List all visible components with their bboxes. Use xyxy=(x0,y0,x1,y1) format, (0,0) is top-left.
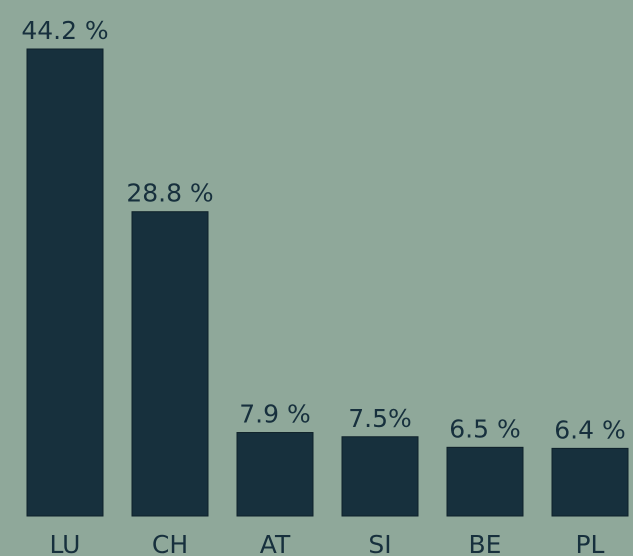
value-label: 28.8 % xyxy=(126,179,213,208)
bar xyxy=(446,446,524,517)
value-label: 6.5 % xyxy=(449,414,520,443)
x-tick-label: AT xyxy=(260,530,291,556)
bar xyxy=(341,436,419,517)
x-tick-label: SI xyxy=(368,530,391,556)
value-label: 7.9 % xyxy=(239,400,310,429)
bar xyxy=(551,447,629,517)
bar xyxy=(131,211,209,517)
value-label: 6.4 % xyxy=(554,415,625,444)
x-tick-label: BE xyxy=(469,530,502,556)
x-tick-label: PL xyxy=(575,530,604,556)
x-tick-label: CH xyxy=(152,530,188,556)
value-label: 7.5% xyxy=(348,404,412,433)
bar xyxy=(236,432,314,517)
value-label: 44.2 % xyxy=(21,16,108,45)
x-tick-label: LU xyxy=(50,530,81,556)
bar xyxy=(26,48,104,517)
